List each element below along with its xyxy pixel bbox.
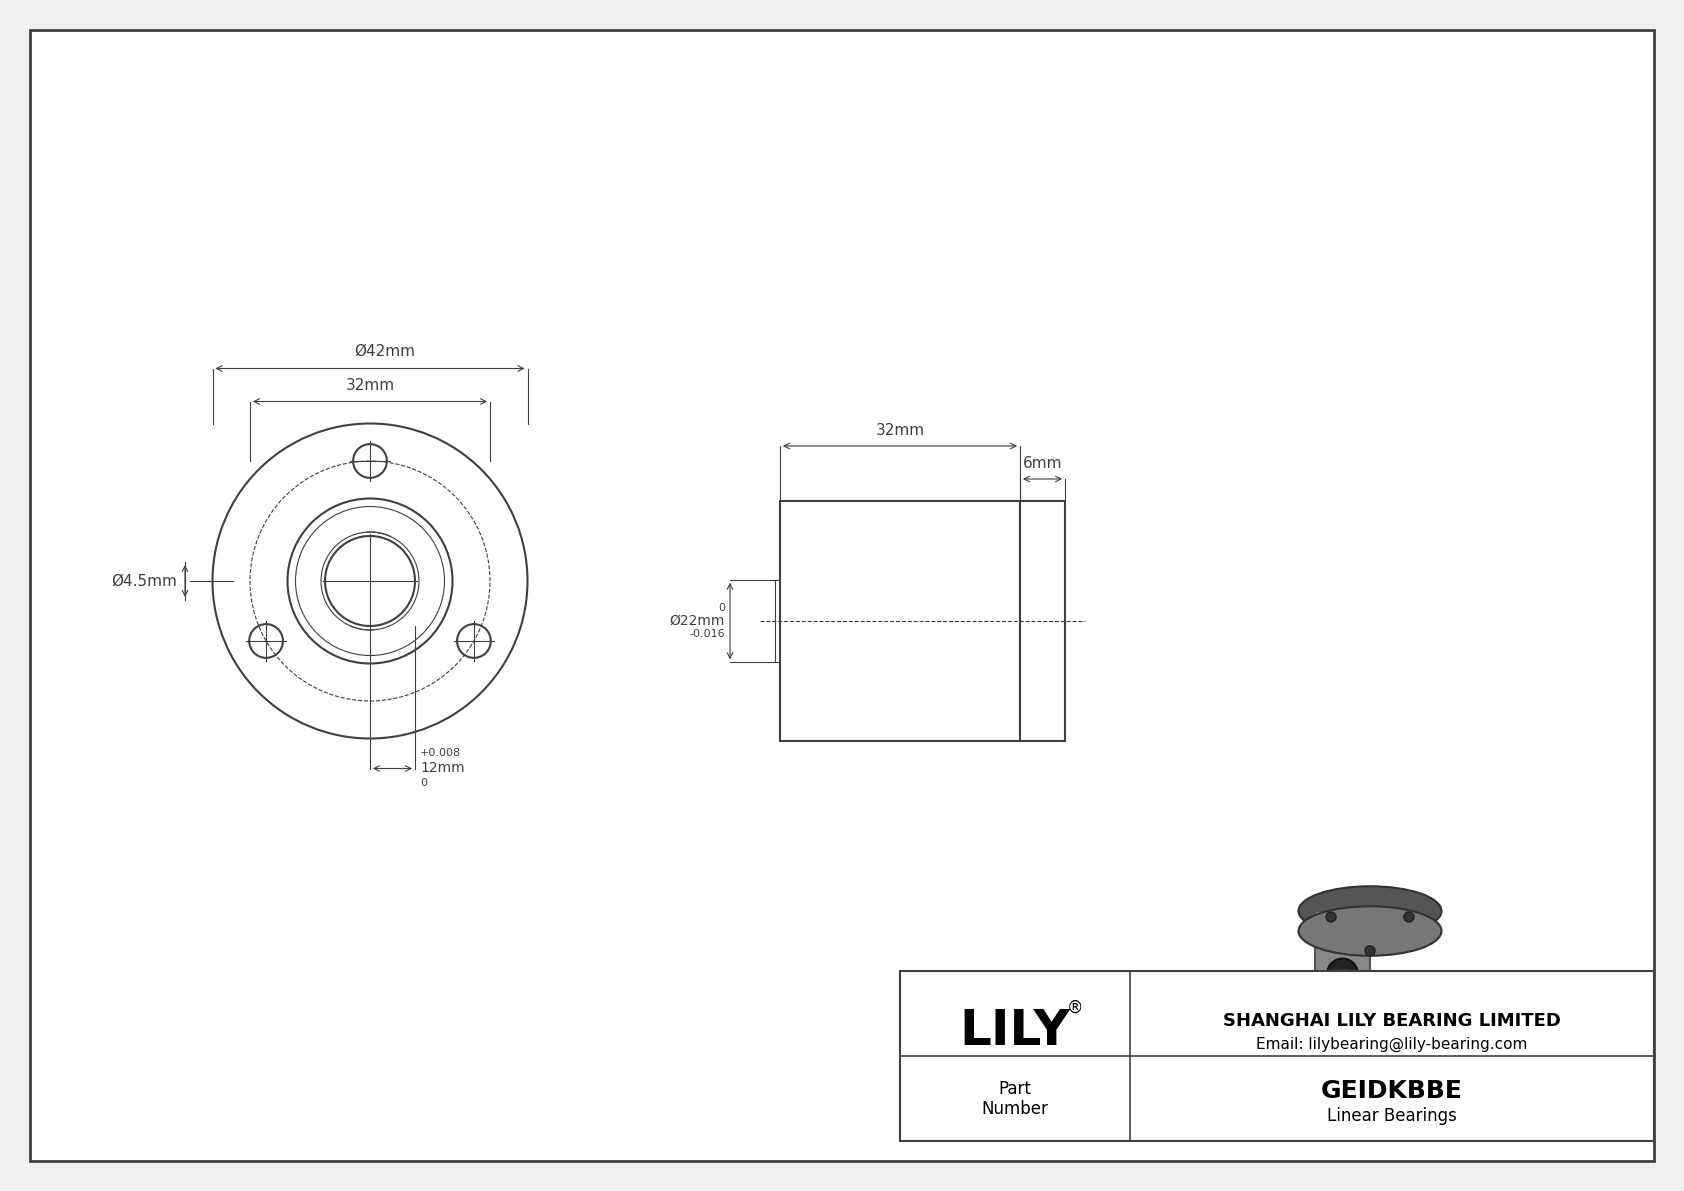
Text: Ø4.5mm: Ø4.5mm xyxy=(111,574,177,588)
Text: ®: ® xyxy=(1066,999,1083,1017)
Bar xyxy=(899,971,1654,1141)
Text: 32mm: 32mm xyxy=(876,423,925,438)
Text: Email: lilybearing@lily-bearing.com: Email: lilybearing@lily-bearing.com xyxy=(1256,1036,1527,1052)
Text: 0: 0 xyxy=(717,603,726,613)
Text: +0.008: +0.008 xyxy=(419,748,461,759)
Text: LILY: LILY xyxy=(960,1008,1071,1055)
Circle shape xyxy=(1404,912,1415,922)
Text: Ø22mm: Ø22mm xyxy=(670,615,726,628)
Text: Ø42mm: Ø42mm xyxy=(355,343,416,358)
Text: 6mm: 6mm xyxy=(1022,456,1063,470)
Text: GEIDKBBE: GEIDKBBE xyxy=(1320,1079,1463,1103)
Ellipse shape xyxy=(1327,968,1357,980)
Text: Linear Bearings: Linear Bearings xyxy=(1327,1106,1457,1125)
Text: SHANGHAI LILY BEARING LIMITED: SHANGHAI LILY BEARING LIMITED xyxy=(1223,1012,1561,1030)
Text: Part
Number: Part Number xyxy=(982,1079,1049,1118)
Text: 12mm: 12mm xyxy=(419,761,465,775)
Ellipse shape xyxy=(1298,886,1442,936)
Circle shape xyxy=(1366,946,1376,956)
Ellipse shape xyxy=(1298,906,1442,955)
Circle shape xyxy=(1325,912,1335,922)
Text: 32mm: 32mm xyxy=(345,379,394,393)
Bar xyxy=(780,501,1021,741)
Text: -0.016: -0.016 xyxy=(689,629,726,640)
Circle shape xyxy=(1327,959,1357,990)
Bar xyxy=(1021,501,1064,741)
Text: 0: 0 xyxy=(419,779,428,788)
Ellipse shape xyxy=(1315,964,1371,985)
Polygon shape xyxy=(1315,911,1371,974)
